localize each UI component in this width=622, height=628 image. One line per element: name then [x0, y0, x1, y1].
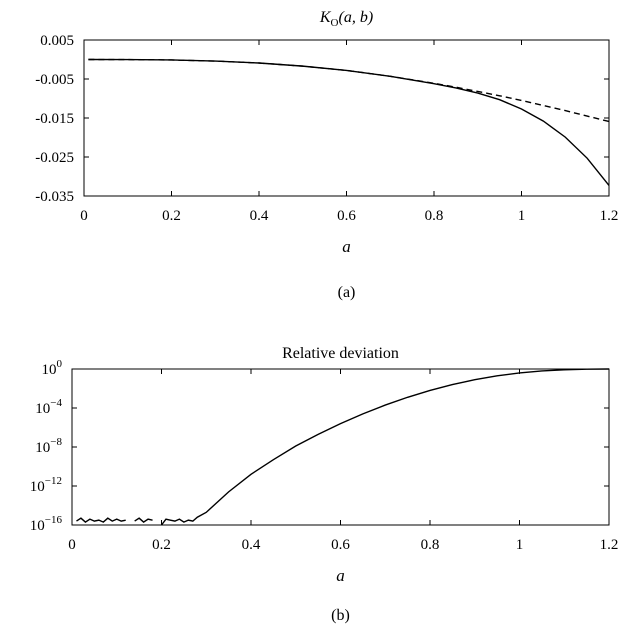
panel-a-y-tick-label: -0.005	[35, 72, 74, 88]
panel-b-chart: Relative deviation 10010−410−810−1210−16…	[30, 345, 619, 624]
panel-b-plot-frame	[71, 368, 610, 526]
panel-a-chart: KO(a, b) 0.005 -0.005 -0.015 -0.025 -0.035 0…	[35, 9, 618, 301]
panel-b-series	[76, 368, 610, 526]
panel-b-y-tick-exponent: −4	[50, 397, 62, 409]
panel-b-series-segment-0	[76, 517, 126, 523]
panel-a-caption: (a)	[338, 284, 356, 301]
panel-a-x-tick-label: 0.8	[425, 208, 444, 224]
panel-a-x-tick-label: 1	[518, 208, 526, 224]
panel-a-y-tick-label: 0.005	[40, 33, 74, 49]
panel-a-title-args: (a, b)	[338, 9, 373, 26]
panel-a-series-line-dashed	[88, 58, 610, 123]
panel-a-series	[88, 58, 610, 186]
panel-b-y-tick-exponent: −16	[45, 514, 63, 526]
panel-a-y-tick-label: -0.015	[35, 111, 74, 127]
panel-b-y-tick-label: 10−16	[30, 514, 63, 534]
panel-b-x-tick-label: 0.6	[331, 537, 350, 553]
panel-b-y-tick-base: 10	[35, 401, 50, 417]
panel-b-x-tick-label: 0.2	[152, 537, 171, 553]
panel-b-caption: (b)	[331, 607, 350, 624]
panel-a-plot-frame	[83, 39, 610, 197]
panel-b-y-tick-base: 10	[35, 440, 50, 456]
panel-b-y-tick-base: 10	[30, 479, 45, 495]
panel-b-series-segment-1	[134, 517, 153, 523]
panel-a-x-tick-label: 0.4	[250, 208, 269, 224]
panel-b-series-segment-2	[160, 368, 610, 526]
panel-b-x-tick-label: 0	[68, 537, 76, 553]
panel-a-title-main: K	[319, 9, 332, 26]
panel-b-x-tick-label: 0.8	[421, 537, 440, 553]
panel-b-title: Relative deviation	[282, 345, 399, 362]
panel-b-y-tick-base: 10	[42, 362, 57, 378]
panel-a-x-axis-label: a	[342, 237, 351, 256]
panel-b-y-tick-exponent: −8	[50, 436, 62, 448]
panel-a-title-sub: O	[331, 17, 339, 29]
panel-b-x-tick-label: 0.4	[242, 537, 261, 553]
panel-a-title: KO(a, b)	[319, 9, 373, 29]
panel-b-y-tick-label: 10−8	[35, 436, 62, 456]
panel-b-y-tick-exponent: −12	[45, 475, 62, 487]
panel-a-series-line-solid	[88, 58, 610, 186]
panel-a-y-tick-label: -0.035	[35, 189, 74, 205]
panel-b-y-tick-label: 10−4	[35, 397, 62, 417]
panel-b-x-ticks: 0 0.2 0.4 0.6 0.8 1 1.2	[68, 369, 618, 553]
panel-b-y-tick-label: 100	[42, 358, 63, 378]
panel-b-x-tick-label: 1	[516, 537, 524, 553]
panel-a-y-tick-label: -0.025	[35, 150, 74, 166]
panel-a-x-tick-label: 0.2	[162, 208, 181, 224]
panel-a-x-tick-label: 0.6	[337, 208, 356, 224]
panel-b-x-axis-label: a	[336, 566, 345, 585]
panel-b-y-tick-base: 10	[30, 518, 45, 534]
panel-b-y-tick-label: 10−12	[30, 475, 62, 495]
panel-b-y-tick-exponent: 0	[57, 358, 63, 370]
panel-a-y-ticks: 0.005 -0.005 -0.015 -0.025 -0.035	[35, 33, 609, 205]
panel-a-x-tick-label: 1.2	[600, 208, 619, 224]
panel-b-x-tick-label: 1.2	[600, 537, 619, 553]
panel-a-x-tick-label: 0	[80, 208, 88, 224]
